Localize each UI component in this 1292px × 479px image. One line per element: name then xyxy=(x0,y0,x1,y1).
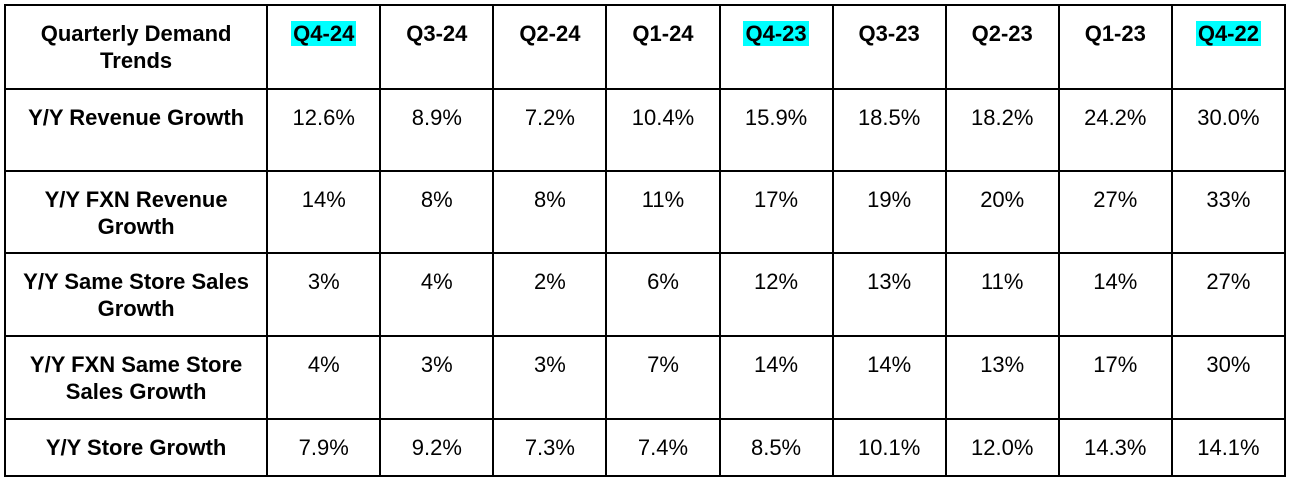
table-cell: 4% xyxy=(266,335,382,420)
table-cell: 14% xyxy=(1057,252,1173,337)
table-cell: 6% xyxy=(605,252,721,337)
quarterly-demand-table: Quarterly Demand Trends Q4-24 Q3-24 Q2-2… xyxy=(3,4,1287,477)
table-cell: 11% xyxy=(605,170,721,254)
column-header: Q3-23 xyxy=(831,4,947,90)
table-cell: 7.2% xyxy=(492,88,608,172)
column-header: Q4-23 xyxy=(718,4,834,90)
table-cell: 27% xyxy=(1170,252,1287,337)
table-cell: 3% xyxy=(266,252,382,337)
table-cell: 14% xyxy=(831,335,947,420)
column-header: Q1-23 xyxy=(1057,4,1173,90)
table-cell: 4% xyxy=(379,252,495,337)
table-cell: 13% xyxy=(831,252,947,337)
table-cell: 10.4% xyxy=(605,88,721,172)
table-title: Quarterly Demand Trends xyxy=(3,4,269,90)
column-header-label: Q1-23 xyxy=(1084,21,1146,46)
table-cell: 3% xyxy=(379,335,495,420)
table-cell: 12.6% xyxy=(266,88,382,172)
column-header-label: Q2-23 xyxy=(971,21,1033,46)
table-cell: 8.9% xyxy=(379,88,495,172)
row-label: Y/Y Revenue Growth xyxy=(3,88,269,172)
column-header-label: Q3-23 xyxy=(858,21,920,46)
column-header: Q4-22 xyxy=(1170,4,1287,90)
table-cell: 14% xyxy=(718,335,834,420)
column-header-label: Q4-22 xyxy=(1195,21,1261,46)
table-cell: 8% xyxy=(492,170,608,254)
table-cell: 14% xyxy=(266,170,382,254)
row-label: Y/Y Store Growth xyxy=(3,418,269,477)
table-row: Y/Y FXN Revenue Growth 14% 8% 8% 11% 17%… xyxy=(3,170,1287,254)
table-cell: 9.2% xyxy=(379,418,495,477)
table-cell: 30% xyxy=(1170,335,1287,420)
table-cell: 7.3% xyxy=(492,418,608,477)
column-header: Q3-24 xyxy=(379,4,495,90)
column-header: Q2-24 xyxy=(492,4,608,90)
column-header-label: Q4-24 xyxy=(291,21,357,46)
table-row: Y/Y Same Store Sales Growth 3% 4% 2% 6% … xyxy=(3,252,1287,337)
table-cell: 14.3% xyxy=(1057,418,1173,477)
table-cell: 7.9% xyxy=(266,418,382,477)
table-cell: 13% xyxy=(944,335,1060,420)
table-cell: 27% xyxy=(1057,170,1173,254)
table-cell: 12% xyxy=(718,252,834,337)
table-cell: 20% xyxy=(944,170,1060,254)
column-header-label: Q3-24 xyxy=(406,21,468,46)
column-header: Q4-24 xyxy=(266,4,382,90)
table-cell: 17% xyxy=(718,170,834,254)
table-cell: 12.0% xyxy=(944,418,1060,477)
table-cell: 19% xyxy=(831,170,947,254)
table-cell: 18.5% xyxy=(831,88,947,172)
table-row: Y/Y Store Growth 7.9% 9.2% 7.3% 7.4% 8.5… xyxy=(3,418,1287,477)
column-header: Q1-24 xyxy=(605,4,721,90)
table-cell: 15.9% xyxy=(718,88,834,172)
table-cell: 3% xyxy=(492,335,608,420)
table-cell: 14.1% xyxy=(1170,418,1287,477)
table-row: Y/Y Revenue Growth 12.6% 8.9% 7.2% 10.4%… xyxy=(3,88,1287,172)
table-cell: 8.5% xyxy=(718,418,834,477)
table-cell: 7.4% xyxy=(605,418,721,477)
table-cell: 11% xyxy=(944,252,1060,337)
table-cell: 24.2% xyxy=(1057,88,1173,172)
row-label: Y/Y FXN Revenue Growth xyxy=(3,170,269,254)
table-row: Y/Y FXN Same Store Sales Growth 4% 3% 3%… xyxy=(3,335,1287,420)
column-header-label: Q1-24 xyxy=(632,21,694,46)
table-cell: 33% xyxy=(1170,170,1287,254)
column-header: Q2-23 xyxy=(944,4,1060,90)
table-cell: 18.2% xyxy=(944,88,1060,172)
table-cell: 10.1% xyxy=(831,418,947,477)
table-header-row: Quarterly Demand Trends Q4-24 Q3-24 Q2-2… xyxy=(3,4,1287,90)
table-cell: 8% xyxy=(379,170,495,254)
row-label: Y/Y FXN Same Store Sales Growth xyxy=(3,335,269,420)
table-cell: 30.0% xyxy=(1170,88,1287,172)
row-label: Y/Y Same Store Sales Growth xyxy=(3,252,269,337)
table-cell: 17% xyxy=(1057,335,1173,420)
column-header-label: Q4-23 xyxy=(743,21,809,46)
table-cell: 2% xyxy=(492,252,608,337)
column-header-label: Q2-24 xyxy=(519,21,581,46)
table-cell: 7% xyxy=(605,335,721,420)
